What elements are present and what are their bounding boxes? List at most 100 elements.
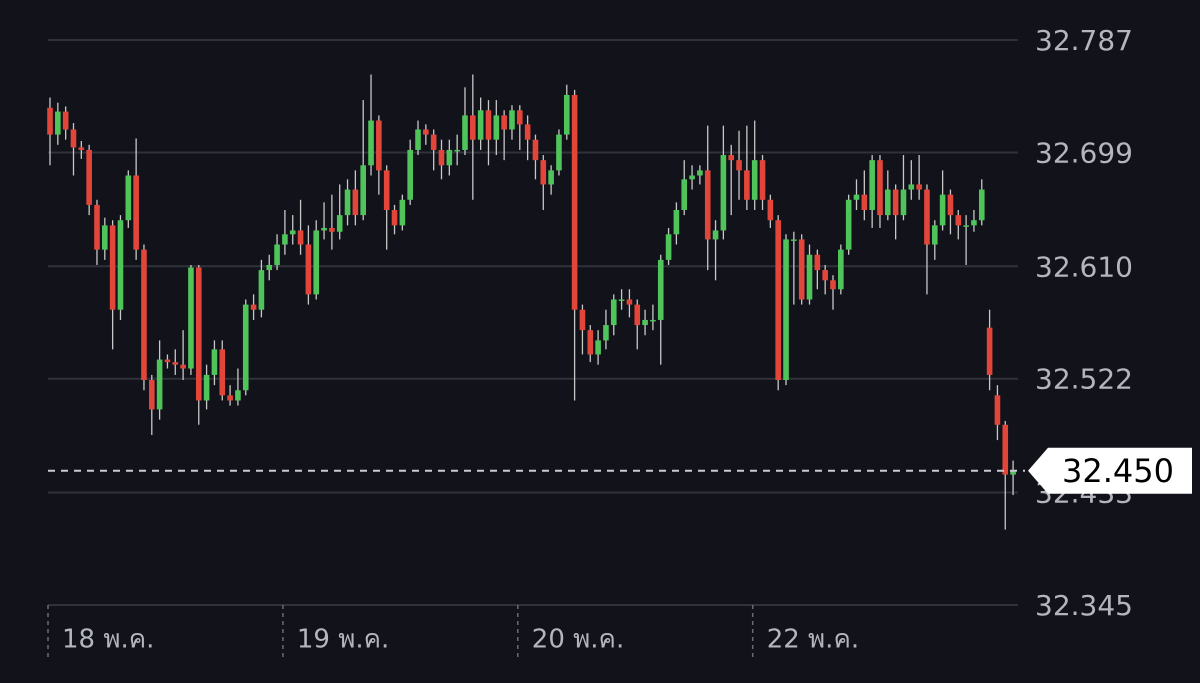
- candle-body: [579, 309, 586, 331]
- candle-body: [470, 115, 476, 140]
- candle-body: [947, 194, 954, 216]
- candle-body: [164, 359, 171, 363]
- candle-body: [744, 170, 750, 200]
- candle-body: [117, 220, 124, 310]
- candle-body: [329, 227, 335, 232]
- candle-body: [211, 349, 218, 375]
- candle-body: [493, 115, 500, 140]
- candle-body: [751, 160, 758, 200]
- candle-body: [618, 299, 625, 301]
- candle-body: [78, 147, 85, 150]
- candle-body: [376, 120, 382, 171]
- candle-body: [845, 199, 852, 250]
- candle-body: [916, 184, 922, 190]
- candle-body: [634, 304, 641, 326]
- candle-body: [321, 227, 327, 231]
- candle-body: [853, 194, 860, 200]
- candle-body: [509, 110, 515, 130]
- candle-body: [360, 165, 366, 216]
- candle-body: [908, 184, 915, 190]
- candle-body: [556, 134, 562, 171]
- candle-body: [430, 134, 437, 150]
- candle-body: [759, 160, 766, 200]
- candle-body: [681, 179, 688, 211]
- candle-body: [963, 225, 969, 227]
- candle-body: [55, 111, 61, 135]
- candle-body: [407, 149, 413, 200]
- candle-body: [603, 325, 609, 341]
- candle-body: [689, 175, 695, 180]
- x-tick-label: 20 พ.ค.: [532, 625, 624, 655]
- candle-body: [955, 215, 962, 226]
- candle-body: [869, 160, 875, 211]
- candle-body: [438, 149, 445, 166]
- candle-body: [697, 170, 703, 176]
- candle-body: [806, 254, 813, 300]
- candle-body: [986, 327, 993, 375]
- candle-body: [885, 189, 891, 216]
- candle-body: [657, 259, 664, 320]
- candle-body: [235, 390, 241, 401]
- candle-body: [791, 239, 797, 241]
- candle-body: [877, 160, 883, 216]
- candle-body: [282, 234, 288, 245]
- candle-body: [188, 267, 194, 369]
- candle-body: [1010, 470, 1016, 475]
- candle-body: [838, 249, 844, 290]
- candle-body: [172, 362, 179, 365]
- candle-body: [728, 155, 735, 161]
- candle-body: [485, 110, 492, 140]
- candle-body: [313, 230, 320, 295]
- candle-body: [892, 189, 899, 216]
- candle-body: [830, 280, 836, 290]
- candle-body: [195, 267, 202, 401]
- candle-body: [477, 110, 484, 140]
- candle-body: [767, 199, 774, 221]
- candle-body: [148, 380, 155, 410]
- candle-body: [94, 204, 100, 250]
- candle-body: [517, 110, 523, 125]
- candle-body: [227, 395, 233, 401]
- candle-body: [626, 299, 633, 305]
- candle-body: [924, 189, 930, 245]
- candle-body: [274, 244, 280, 265]
- candle-body: [563, 94, 570, 135]
- candle-body: [798, 239, 805, 300]
- candle-body: [462, 115, 468, 150]
- candle-body: [336, 215, 343, 232]
- candle-body: [102, 225, 108, 250]
- candle-body: [180, 364, 186, 369]
- candle-body: [70, 129, 77, 148]
- candle-body: [1002, 424, 1009, 475]
- current-price-label: 32.450: [1062, 452, 1174, 490]
- candle-body: [266, 264, 273, 271]
- candle-body: [971, 220, 977, 226]
- y-tick-label: 32.522: [1035, 363, 1133, 396]
- candle-body: [297, 230, 304, 245]
- candle-body: [383, 170, 390, 211]
- candle-body: [712, 230, 719, 240]
- candle-body: [939, 194, 946, 226]
- candle-body: [454, 149, 460, 152]
- candle-body: [258, 270, 265, 310]
- candle-body: [203, 374, 210, 401]
- candle-body: [978, 189, 985, 221]
- candle-body: [548, 170, 554, 185]
- candle-body: [62, 111, 69, 130]
- candle-body: [814, 254, 821, 271]
- candle-body: [650, 319, 656, 322]
- candle-body: [344, 189, 351, 216]
- y-tick-label: 32.610: [1035, 250, 1133, 283]
- candle-body: [673, 210, 680, 235]
- candle-body: [931, 225, 938, 245]
- x-tick-label: 22 พ.ค.: [767, 625, 859, 655]
- candle-body: [305, 244, 312, 295]
- candle-body: [156, 359, 163, 410]
- candle-body: [532, 139, 539, 161]
- x-tick-label: 19 พ.ค.: [297, 625, 389, 655]
- candle-body: [994, 395, 1001, 425]
- candle-body: [86, 149, 92, 205]
- candle-body: [595, 340, 601, 355]
